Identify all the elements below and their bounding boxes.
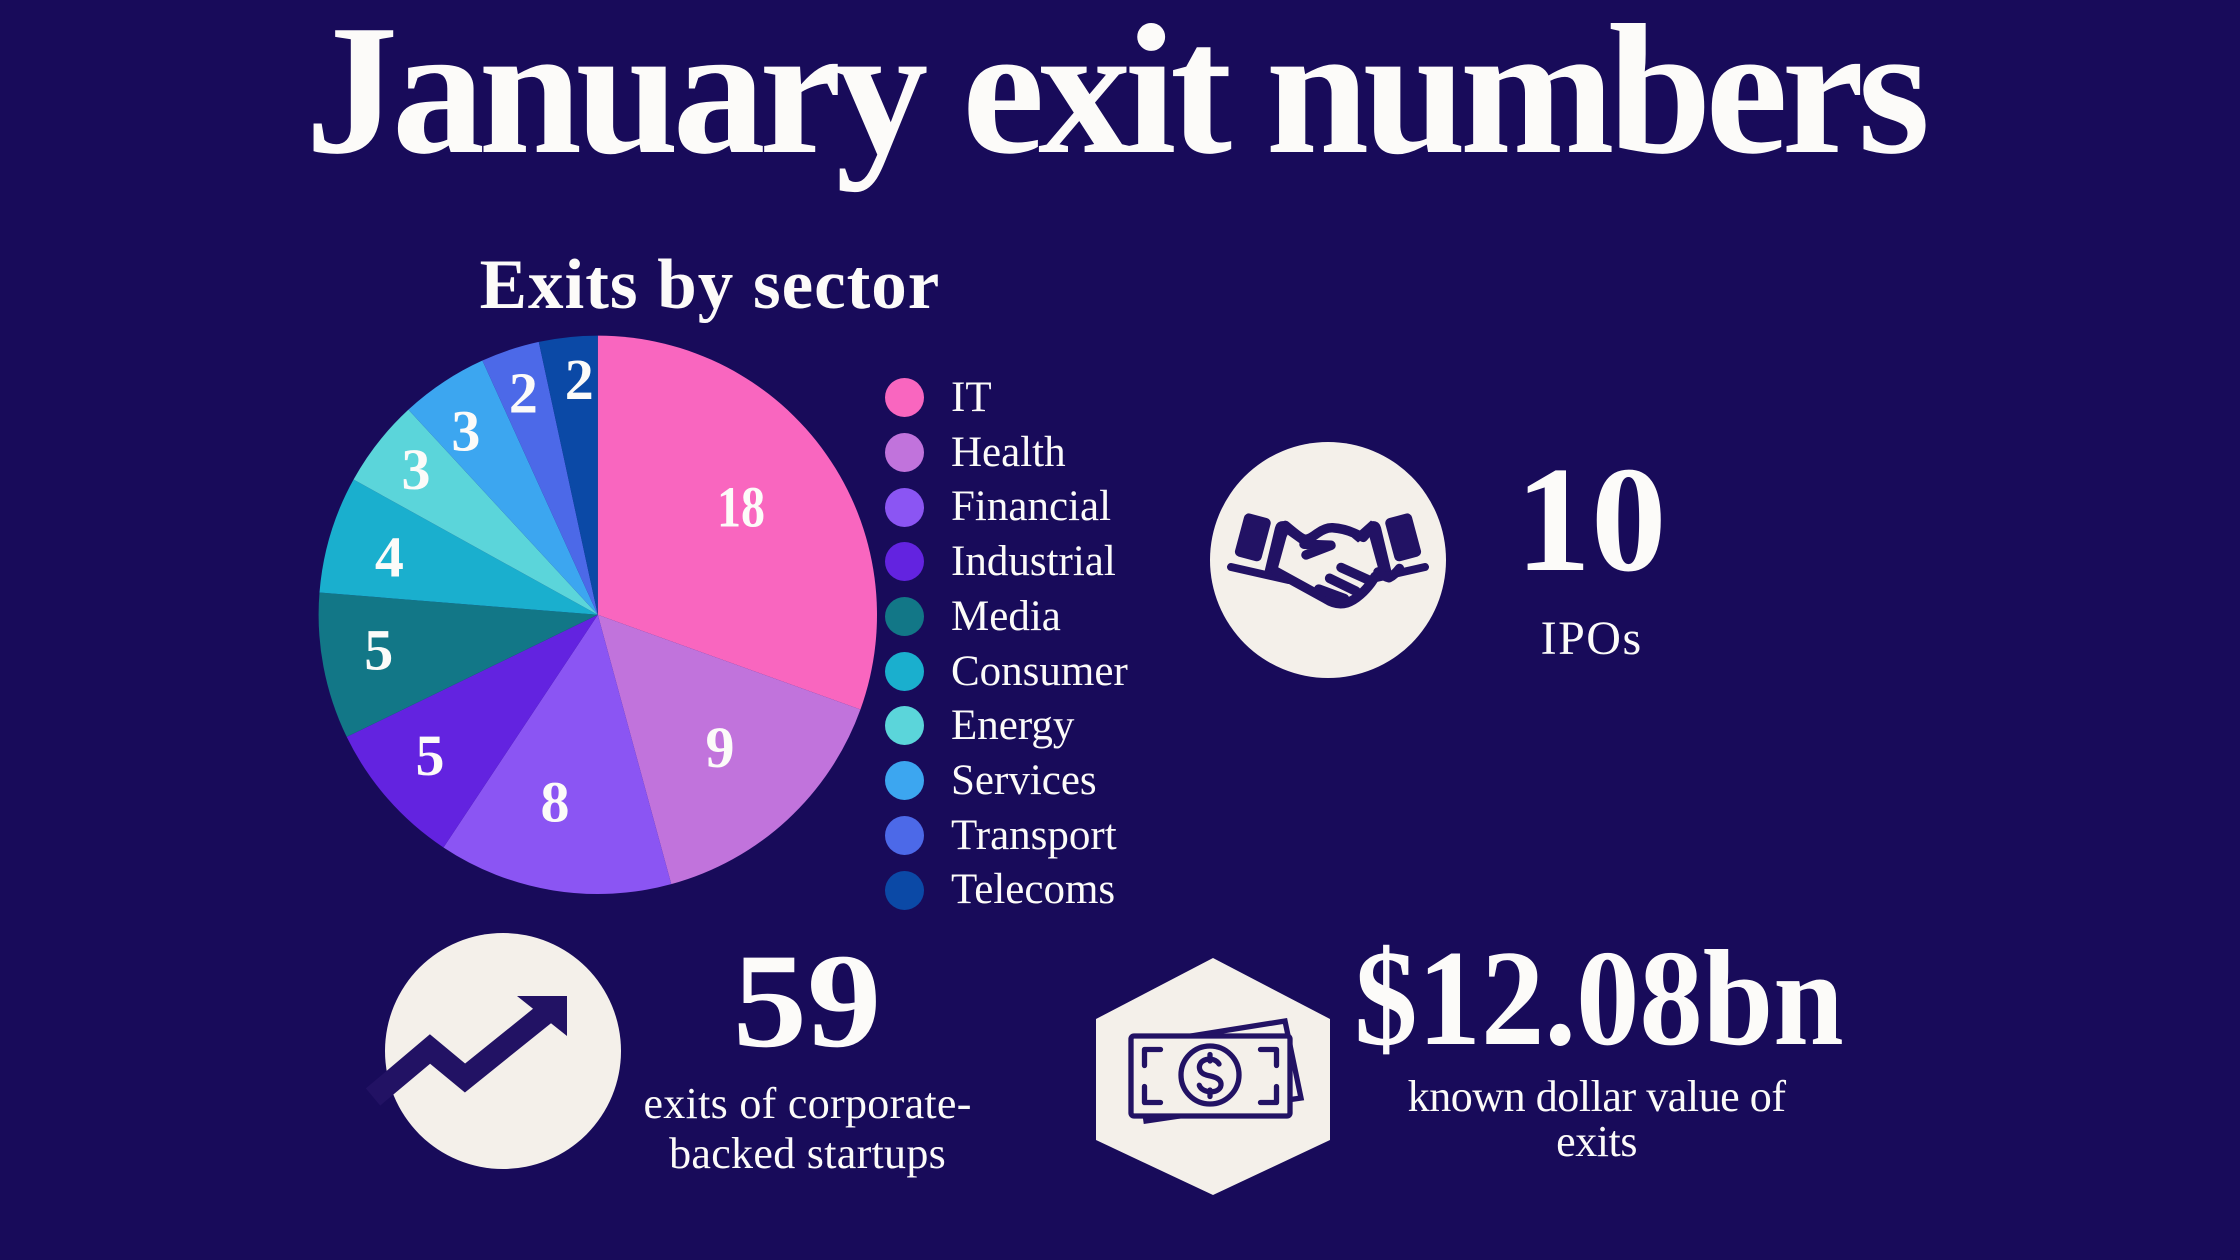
svg-text:18: 18: [717, 475, 765, 540]
svg-text:3: 3: [451, 399, 480, 464]
svg-text:4: 4: [375, 525, 404, 590]
svg-text:8: 8: [541, 770, 570, 835]
svg-text:5: 5: [364, 618, 393, 683]
svg-text:3: 3: [402, 437, 431, 502]
svg-text:2: 2: [565, 347, 594, 412]
svg-text:2: 2: [509, 360, 538, 425]
svg-text:5: 5: [416, 723, 445, 788]
svg-text:9: 9: [706, 715, 735, 780]
